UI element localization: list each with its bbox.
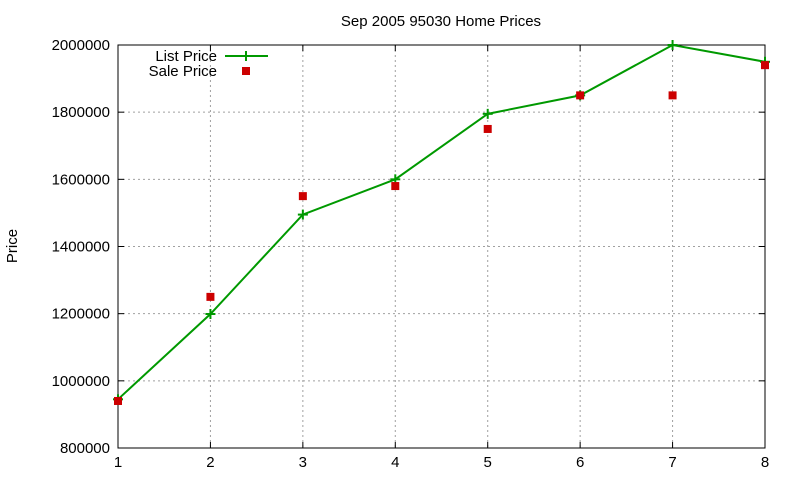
- y-tick-label: 1600000: [52, 171, 110, 188]
- data-point-sale-price: [761, 61, 769, 70]
- y-tick-label: 1000000: [52, 373, 110, 390]
- y-tick-label: 2000000: [52, 37, 110, 54]
- data-point-sale-price: [114, 396, 122, 405]
- data-point-list-price: [297, 209, 308, 220]
- grid-layer: [117, 44, 766, 449]
- x-tick-label: 1: [114, 454, 122, 471]
- y-tick-label: 1400000: [52, 239, 110, 256]
- x-tick-label: 8: [761, 454, 769, 471]
- y-tick-label: 1200000: [52, 306, 110, 323]
- data-point-sale-price: [391, 182, 400, 191]
- data-point-list-price: [667, 40, 678, 50]
- y-tick-label: 1800000: [52, 104, 110, 121]
- chart-title: Sep 2005 95030 Home Prices: [341, 13, 541, 30]
- x-tick-label: 2: [206, 454, 214, 471]
- data-point-sale-price: [298, 192, 307, 201]
- data-point-sale-price: [576, 91, 585, 100]
- x-tick-label: 4: [391, 454, 399, 471]
- data-point-list-price: [205, 309, 216, 320]
- series-layer: [113, 40, 770, 405]
- legend-marker-sale-price: [242, 67, 250, 75]
- x-tick-label: 6: [576, 454, 584, 471]
- plot-frame: [117, 44, 766, 449]
- x-tick-label: 5: [484, 454, 492, 471]
- data-point-sale-price: [668, 91, 677, 100]
- series-line-list-price: [117, 43, 766, 401]
- legend-label-list-price: List Price: [155, 48, 217, 65]
- data-point-list-price: [482, 108, 493, 119]
- x-tick-labels: 1 2 3 4 5 6 7 8: [114, 45, 769, 471]
- x-tick-label: 3: [299, 454, 307, 471]
- x-tick-label: 7: [668, 454, 676, 471]
- y-tick-label: 800000: [60, 440, 110, 457]
- legend: List Price Sale Price: [149, 48, 268, 80]
- data-point-sale-price: [206, 292, 215, 301]
- legend-marker-list-price: [241, 51, 251, 61]
- data-point-sale-price: [483, 124, 492, 133]
- y-tick-labels: 800000 1000000 1200000 1400000 1600000 180000…: [52, 37, 765, 457]
- y-axis-label: Price: [4, 229, 21, 263]
- legend-label-sale-price: Sale Price: [149, 63, 217, 80]
